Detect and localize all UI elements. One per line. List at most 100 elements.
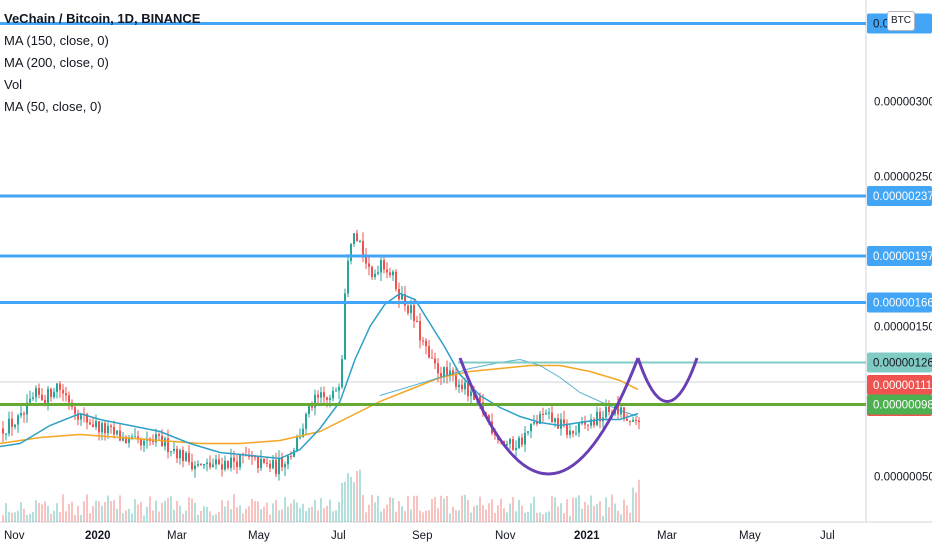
candle-body: [227, 460, 229, 468]
candle-body: [380, 260, 382, 273]
candle-body: [20, 413, 22, 416]
candle-body: [551, 412, 553, 423]
price-badge-label: 0.0: [873, 19, 889, 31]
candle-body: [56, 383, 58, 392]
volume-bar: [233, 494, 235, 522]
volume-bar: [341, 482, 343, 522]
volume-bar: [515, 511, 517, 522]
candle-body: [101, 423, 103, 433]
volume-bar: [443, 498, 445, 522]
volume-bar: [89, 513, 91, 522]
volume-bar: [584, 501, 586, 522]
candle-body: [521, 437, 523, 445]
candle-body: [200, 463, 202, 466]
volume-bar: [506, 512, 508, 522]
candle-body: [557, 418, 559, 429]
candle-body: [68, 395, 70, 403]
candle-body: [290, 455, 292, 457]
price-tick-label: 0.00000300: [874, 97, 932, 109]
candle-body: [35, 388, 37, 398]
candle-body: [359, 240, 361, 242]
price-badge-label: 0.00000111: [873, 380, 932, 392]
volume-bar: [17, 510, 19, 522]
volume-bar: [569, 515, 571, 522]
candle-body: [575, 432, 577, 434]
candle-body: [608, 406, 610, 413]
volume-bar: [86, 494, 88, 522]
volume-bar: [188, 497, 190, 522]
volume-bar: [263, 506, 265, 522]
volume-bar: [230, 509, 232, 522]
price-badge-blue: [867, 246, 932, 266]
volume-bar: [437, 508, 439, 522]
volume-bar: [332, 511, 334, 522]
volume-bar: [203, 506, 205, 522]
candle-body: [287, 455, 289, 465]
candle-body: [80, 413, 82, 420]
currency-button[interactable]: BTC: [887, 11, 915, 31]
volume-bar: [377, 495, 379, 522]
volume-bar: [560, 503, 562, 522]
candle-body: [461, 384, 463, 390]
volume-bar: [611, 494, 613, 522]
candle-body: [527, 431, 529, 433]
volume-bar: [281, 509, 283, 522]
time-tick-label: Mar: [657, 530, 677, 542]
volume-bar: [5, 503, 7, 522]
legend-ma50[interactable]: MA (50, close, 0): [4, 99, 102, 114]
candle-body: [605, 406, 607, 418]
candle-body: [98, 421, 100, 433]
candle-body: [158, 434, 160, 436]
legend-vol[interactable]: Vol: [4, 77, 23, 92]
candle-body: [419, 320, 421, 341]
volume-bar: [449, 513, 451, 522]
volume-bar: [431, 499, 433, 522]
candle-body: [284, 464, 286, 468]
volume-bar: [557, 506, 559, 522]
candle-body: [350, 243, 352, 261]
candle-body: [269, 463, 271, 469]
candle-body: [206, 462, 208, 464]
volume-bar: [524, 512, 526, 522]
volume-bar: [59, 512, 61, 522]
volume-bar: [620, 514, 622, 522]
volume-bar: [458, 510, 460, 522]
candle-body: [176, 448, 178, 459]
price-badge-blue: [867, 186, 932, 206]
candle-body: [107, 425, 109, 434]
volume-bar: [29, 513, 31, 522]
candle-body: [452, 370, 454, 376]
candle-body: [596, 411, 598, 426]
candle-body: [428, 346, 430, 358]
candle-body: [623, 407, 625, 419]
volume-bar: [536, 512, 538, 522]
legend-ma200[interactable]: MA (200, close, 0): [4, 55, 109, 70]
candle-body: [395, 271, 397, 290]
candle-body: [572, 430, 574, 434]
volume-bar: [395, 511, 397, 522]
volume-bar: [533, 496, 535, 522]
volume-bar: [236, 507, 238, 522]
candle-body: [353, 233, 355, 244]
volume-bar: [386, 504, 388, 522]
legend-ma150[interactable]: MA (150, close, 0): [4, 33, 109, 48]
candle-body: [14, 424, 16, 428]
candle-body: [365, 254, 367, 264]
candle-body: [524, 432, 526, 445]
candle-body: [437, 363, 439, 374]
candle-body: [347, 260, 349, 294]
candle-body: [341, 359, 343, 387]
candle-body: [89, 422, 91, 425]
candle-body: [167, 438, 169, 452]
volume-bar: [275, 500, 277, 522]
candle-body: [251, 456, 253, 458]
time-tick-label: Sep: [412, 530, 432, 542]
candle-body: [479, 396, 481, 403]
volume-bar: [428, 510, 430, 522]
candle-body: [404, 294, 406, 306]
candle-body: [407, 305, 409, 314]
legend-symbol[interactable]: VeChain / Bitcoin, 1D, BINANCE: [4, 11, 201, 26]
candle-body: [389, 272, 391, 276]
volume-bar: [521, 505, 523, 522]
